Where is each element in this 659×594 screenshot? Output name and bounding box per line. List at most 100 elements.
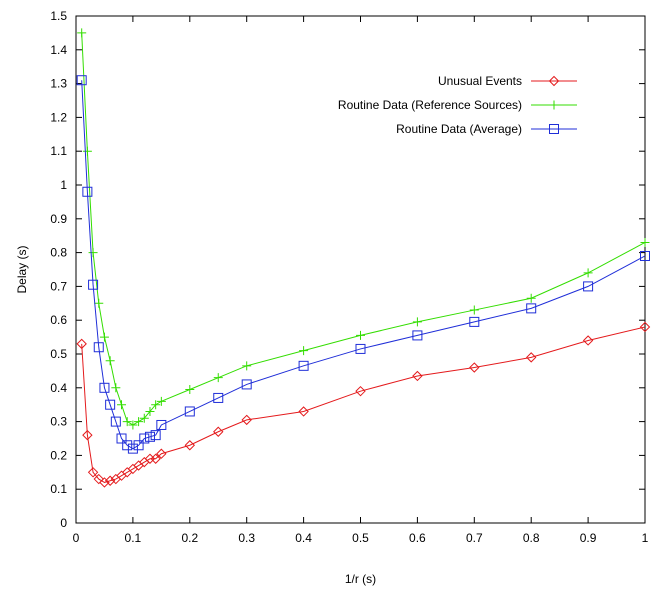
square-marker	[122, 440, 133, 451]
plus-marker	[122, 417, 132, 427]
diamond-marker	[99, 477, 110, 488]
y-tick-label: 0.4	[50, 381, 67, 395]
diamond-marker	[469, 362, 480, 373]
y-tick-label: 1.4	[50, 43, 67, 57]
square-marker	[184, 406, 195, 417]
legend: Unusual Events Routine Data (Reference So…	[338, 74, 577, 136]
plus-marker	[156, 396, 166, 406]
diamond-marker	[548, 75, 560, 87]
square-marker	[93, 342, 104, 353]
y-tick-label: 0.3	[50, 415, 67, 429]
square-marker	[88, 279, 99, 290]
diamond-marker	[150, 453, 161, 464]
series-2	[76, 75, 650, 454]
square-marker	[583, 281, 594, 292]
diamond-marker	[525, 352, 537, 363]
x-tick-label: 0.2	[181, 531, 198, 545]
y-tick-label: 0.9	[50, 212, 67, 226]
diamond-marker	[104, 475, 116, 486]
x-tick-label: 0.9	[580, 531, 597, 545]
diamond-marker	[412, 370, 423, 382]
diamond-marker	[93, 473, 104, 485]
x-tick-label: 0.1	[125, 531, 142, 545]
plus-marker	[88, 248, 98, 258]
diamond-marker	[639, 321, 651, 333]
plus-marker	[412, 317, 422, 327]
square-marker	[412, 330, 423, 341]
square-marker	[144, 431, 155, 442]
y-tick-label: 1.2	[50, 110, 67, 124]
square-marker	[139, 433, 150, 444]
x-tick-label: 0.7	[466, 531, 483, 545]
y-tick-label: 1	[60, 178, 67, 192]
axes: 0 0.1 0.2 0.3 0.4 0.5 0.6 0.7 0.8 0.9 1 0 0.1 0.2 0.3 0…	[50, 9, 648, 545]
plus-marker	[526, 293, 536, 303]
square-marker	[526, 303, 537, 314]
square-marker	[127, 443, 138, 454]
plus-marker	[185, 384, 195, 394]
diamond-marker	[213, 426, 224, 437]
square-marker	[241, 379, 252, 390]
plus-marker	[145, 406, 155, 416]
y-tick-label: 0.5	[50, 347, 67, 361]
square-marker	[99, 382, 110, 393]
square-marker	[133, 440, 144, 451]
square-marker	[640, 250, 650, 261]
plus-marker	[105, 356, 115, 366]
series-line	[81, 32, 646, 426]
plus-marker	[151, 400, 161, 410]
plus-marker	[111, 383, 121, 393]
square-marker	[355, 343, 366, 354]
series-1	[77, 28, 650, 430]
y-tick-label: 0.6	[50, 313, 67, 327]
x-axis-label: 1/r (s)	[345, 572, 376, 586]
square-marker	[213, 392, 224, 403]
diamond-marker	[298, 406, 309, 417]
square-marker	[298, 360, 309, 371]
plus-marker	[117, 400, 127, 410]
plus-marker	[242, 361, 252, 371]
legend-label: Unusual Events	[438, 74, 522, 88]
y-tick-label: 0	[60, 516, 67, 530]
legend-label: Routine Data (Reference Sources)	[338, 98, 522, 112]
diamond-marker	[241, 414, 252, 426]
legend-entry: Routine Data (Reference Sources)	[338, 98, 577, 112]
diamond-marker	[82, 429, 93, 441]
series-layer	[76, 28, 651, 488]
y-tick-label: 1.3	[50, 77, 67, 91]
plus-marker	[134, 417, 144, 427]
y-tick-label: 1.1	[50, 144, 67, 158]
plus-marker	[128, 420, 138, 430]
plus-marker	[99, 332, 109, 342]
plus-marker	[356, 330, 365, 340]
x-tick-label: 0.8	[523, 531, 540, 545]
series-line	[81, 80, 646, 450]
y-tick-label: 0.2	[50, 448, 67, 462]
square-marker	[105, 399, 116, 410]
x-tick-label: 1	[642, 531, 649, 545]
square-marker	[549, 124, 559, 134]
y-axis-label: Delay (s)	[15, 245, 29, 293]
square-marker	[116, 433, 127, 444]
x-tick-label: 0.6	[409, 531, 426, 545]
y-tick-label: 0.1	[50, 482, 67, 496]
plus-marker	[299, 346, 309, 356]
square-marker	[82, 186, 93, 197]
legend-label: Routine Data (Average)	[396, 122, 522, 136]
plus-marker	[549, 100, 559, 110]
plus-marker	[94, 298, 104, 308]
square-marker	[76, 75, 87, 86]
x-tick-label: 0.3	[238, 531, 255, 545]
plus-marker	[640, 237, 650, 247]
diamond-marker	[582, 335, 594, 346]
series-line	[81, 326, 646, 483]
plus-marker	[139, 413, 149, 423]
plus-marker	[469, 305, 479, 315]
plot-frame	[75, 15, 646, 524]
x-tick-label: 0.4	[295, 531, 312, 545]
diamond-marker	[156, 448, 167, 459]
square-marker	[469, 316, 480, 327]
diamond-marker	[76, 338, 87, 350]
legend-entry: Unusual Events	[438, 74, 577, 88]
